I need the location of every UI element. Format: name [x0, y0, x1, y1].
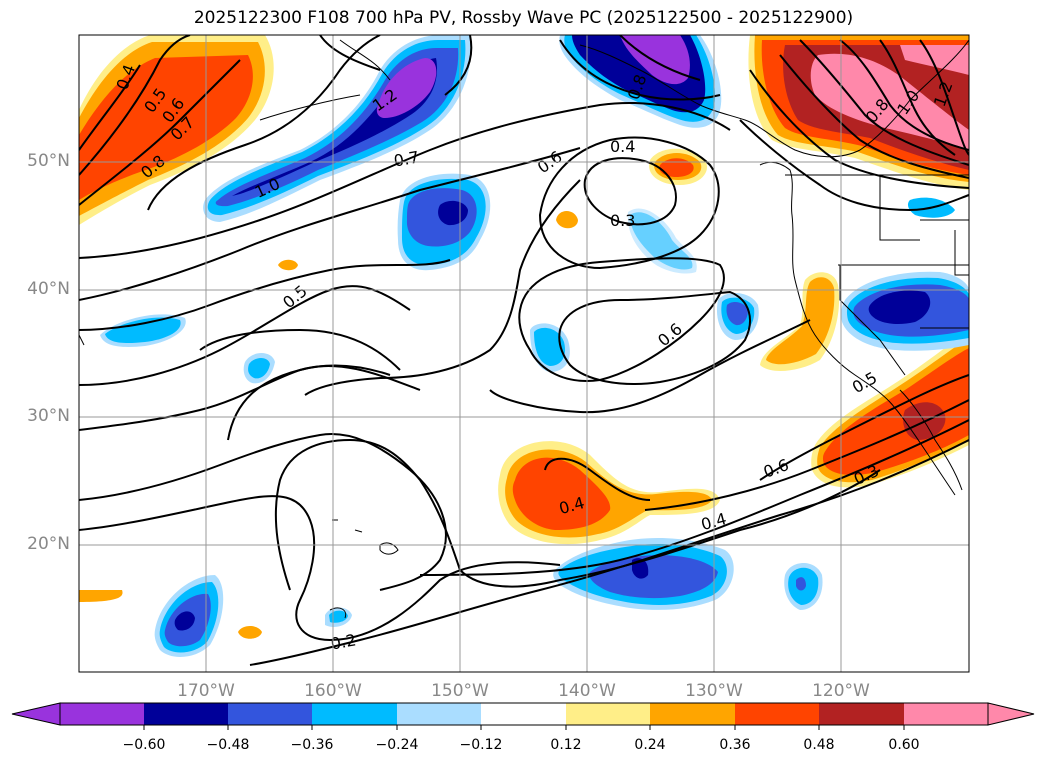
- map-title: 2025122300 F108 700 hPa PV, Rossby Wave …: [193, 8, 854, 28]
- lon-tick-label: 170°W: [177, 681, 235, 701]
- lat-tick-label: 40°N: [27, 279, 70, 299]
- contour-label: 0.3: [610, 211, 635, 230]
- colorbar-tick-label: −0.12: [459, 737, 503, 753]
- colorbar-tick-label: −0.24: [375, 737, 419, 753]
- colorbar-tick-label: 0.24: [634, 737, 666, 753]
- contour-label: 0.4: [610, 137, 635, 156]
- colorbar: [11, 702, 1035, 730]
- contour-label: 0.2: [329, 630, 357, 653]
- colorbar-tick-label: −0.60: [122, 737, 166, 753]
- map-frame: [78, 34, 970, 673]
- map-area: 0.4 0.5 0.6 0.7 0.8 1.2 1.0 0.7 0.6 0.4 …: [79, 35, 969, 672]
- colorbar-tick-label: 0.60: [888, 737, 920, 753]
- colorbar-tick-label: 0.12: [550, 737, 582, 753]
- colorbar-tick-label: 0.48: [803, 737, 835, 753]
- lon-tick-label: 140°W: [558, 681, 616, 701]
- lon-tick-label: 120°W: [812, 681, 870, 701]
- colorbar-tick-label: −0.48: [206, 737, 250, 753]
- colorbar-tick-label: 0.36: [719, 737, 751, 753]
- graticule: [79, 35, 969, 672]
- lon-tick-label: 130°W: [685, 681, 743, 701]
- lon-tick-label: 160°W: [304, 681, 362, 701]
- lat-tick-label: 30°N: [27, 406, 70, 426]
- lat-tick-label: 20°N: [27, 534, 70, 554]
- lon-tick-label: 150°W: [431, 681, 489, 701]
- colorbar-tick-label: −0.36: [290, 737, 334, 753]
- lat-tick-label: 50°N: [27, 151, 70, 171]
- contour-label: 0.7: [392, 147, 420, 170]
- pv-contours: [79, 35, 969, 666]
